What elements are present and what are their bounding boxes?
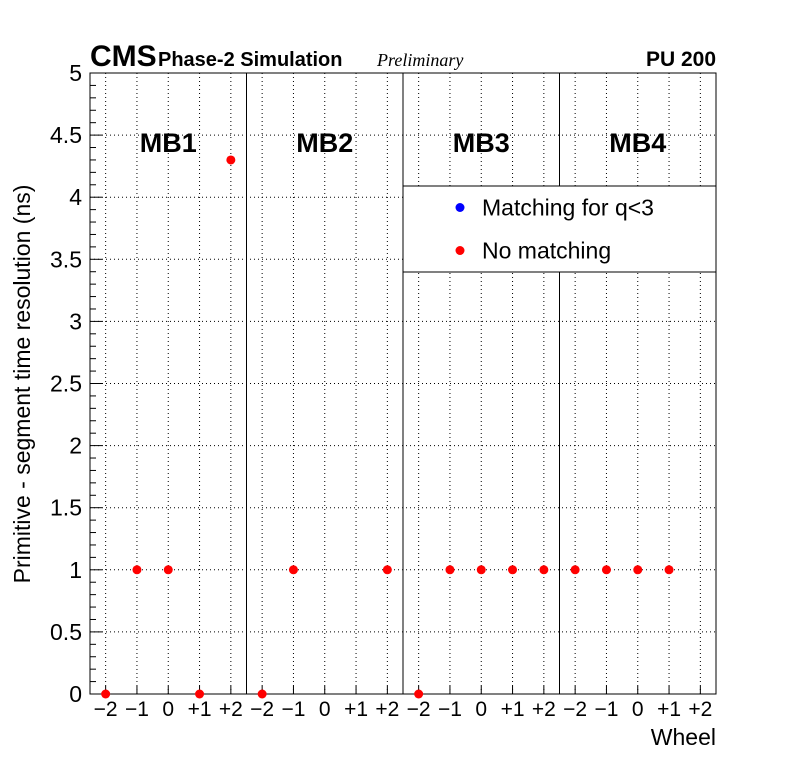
data-point xyxy=(414,689,424,699)
data-point xyxy=(163,565,173,575)
data-point xyxy=(195,689,205,699)
data-point xyxy=(101,689,111,699)
legend-box xyxy=(402,185,717,273)
legend-label: No matching xyxy=(482,238,611,264)
data-point xyxy=(257,689,267,699)
simulation-label: Phase-2 Simulation xyxy=(158,49,343,71)
y-tick-label: 4.5 xyxy=(50,122,82,148)
x-tick-label: +1 xyxy=(344,698,368,721)
x-tick-label: +1 xyxy=(657,698,681,721)
x-tick-label: +2 xyxy=(219,698,243,721)
section-label: MB1 xyxy=(140,128,197,158)
y-tick-label: 0.5 xyxy=(50,619,82,645)
data-point xyxy=(570,565,580,575)
data-point xyxy=(601,565,611,575)
section-label: MB4 xyxy=(609,128,666,158)
y-tick-label: 3 xyxy=(69,308,82,334)
x-tick-label: +2 xyxy=(688,698,712,721)
x-tick-label: −1 xyxy=(125,698,149,721)
data-point xyxy=(132,565,142,575)
data-point xyxy=(226,155,236,165)
pileup-label: PU 200 xyxy=(646,48,716,71)
legend-marker xyxy=(455,246,465,255)
x-tick-label: +2 xyxy=(375,698,399,721)
x-tick-label: −2 xyxy=(563,698,587,721)
y-tick-label: 2 xyxy=(69,433,82,459)
data-point xyxy=(508,565,518,575)
data-point xyxy=(445,565,455,575)
data-point xyxy=(539,565,549,575)
y-tick-label: 1 xyxy=(69,557,82,583)
y-tick-label: 4 xyxy=(69,184,82,210)
section-label: MB3 xyxy=(453,128,510,158)
x-tick-label: 0 xyxy=(319,698,331,721)
y-tick-label: 3.5 xyxy=(50,246,82,272)
chart-layer: 00.511.522.533.544.55−2 −1 0 +1 +2 −2 −1 0 +1 +2−… xyxy=(50,60,717,721)
x-tick-label: +2 xyxy=(532,698,556,721)
preliminary-label: Preliminary xyxy=(376,50,463,70)
y-tick-label: 2.5 xyxy=(50,371,82,397)
x-tick-label: −2 xyxy=(250,698,274,721)
x-tick-label: 0 xyxy=(162,698,174,721)
x-tick-label: −2 xyxy=(407,698,431,721)
x-tick-label: 0 xyxy=(632,698,644,721)
x-tick-label: −1 xyxy=(438,698,462,721)
legend-marker xyxy=(455,203,465,212)
x-tick-label: +1 xyxy=(188,698,212,721)
experiment-label: CMS xyxy=(90,40,157,73)
x-tick-label: −1 xyxy=(594,698,618,721)
x-tick-label: −1 xyxy=(281,698,305,721)
y-tick-label: 1.5 xyxy=(50,495,82,521)
y-tick-label: 5 xyxy=(69,60,82,86)
y-tick-label: 0 xyxy=(69,681,82,707)
x-tick-label: 0 xyxy=(475,698,487,721)
data-point xyxy=(288,565,298,575)
y-axis-title: Primitive - segment time resolution (ns) xyxy=(9,185,35,584)
x-tick-label: +1 xyxy=(501,698,525,721)
x-tick-label: −2 xyxy=(94,698,118,721)
section-label: MB2 xyxy=(296,128,353,158)
data-point xyxy=(382,565,392,575)
legend-label: Matching for q<3 xyxy=(482,195,654,221)
x-axis-title: Wheel xyxy=(651,724,716,750)
data-point xyxy=(633,565,643,575)
data-point xyxy=(476,565,486,575)
data-point xyxy=(664,565,674,575)
